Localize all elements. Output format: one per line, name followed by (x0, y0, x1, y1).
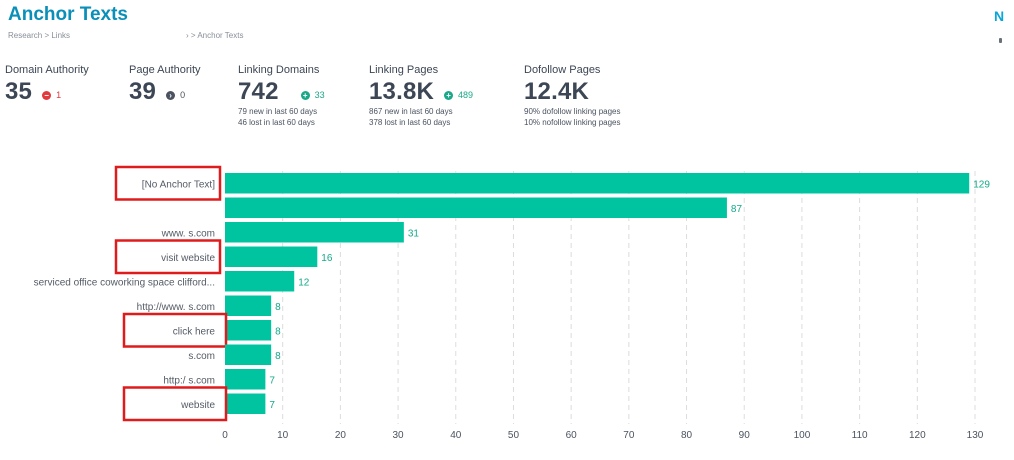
category-label: click here (173, 326, 216, 337)
breadcrumb[interactable]: Research > Links (8, 31, 71, 40)
bar (225, 344, 272, 365)
bar (225, 393, 266, 414)
x-tick-label: 130 (967, 430, 984, 441)
highlight-box (122, 312, 228, 348)
metric-value: 742 (238, 78, 279, 105)
x-tick-label: 0 (222, 430, 228, 441)
page-title: Anchor Texts (8, 4, 129, 25)
bar (225, 173, 970, 194)
category-label: www. s.com (161, 228, 215, 239)
bar (225, 246, 318, 267)
x-tick-label: 100 (794, 430, 811, 441)
data-label: 8 (275, 351, 281, 362)
bar (225, 320, 272, 341)
data-label: 7 (269, 375, 275, 386)
data-label: 129 (973, 179, 990, 190)
plus-circle-icon: + (300, 90, 310, 100)
metric-label: Page Authority (129, 64, 201, 76)
metric-note: 46 lost in last 60 days (238, 118, 315, 127)
metric-value: 35 (5, 78, 33, 105)
metric-note: 90% dofollow linking pages (524, 107, 621, 116)
x-tick-label: 40 (450, 430, 462, 441)
corner-logo-letter: N (994, 8, 1005, 24)
bar (225, 222, 404, 243)
metric-value: 12.4K (524, 78, 590, 105)
bar (225, 271, 295, 292)
metric-delta: − 1 (42, 90, 61, 100)
metric-label: Linking Pages (369, 64, 439, 76)
metric-label: Domain Authority (5, 64, 89, 76)
metric-domain-authority: Domain Authority 35 − 1 (5, 64, 89, 106)
x-tick-label: 10 (277, 430, 289, 441)
metric-label: Dofollow Pages (524, 64, 601, 76)
metric-note: 10% nofollow linking pages (524, 118, 621, 127)
arrow-right-circle-icon: › (166, 90, 176, 100)
data-label: 87 (731, 204, 743, 215)
x-tick-label: 50 (508, 430, 520, 441)
metric-value: 39 (129, 78, 157, 105)
category-label: serviced office coworking space clifford… (34, 277, 215, 288)
data-label: 16 (321, 253, 333, 264)
data-label: 8 (275, 302, 281, 313)
breadcrumb-current: › > Anchor Texts (186, 31, 244, 40)
metric-delta: › 0 (166, 90, 185, 100)
metric-note: 378 lost in last 60 days (369, 118, 451, 127)
category-label: visit website (161, 253, 215, 264)
metric-delta-value: 0 (180, 90, 186, 100)
data-label: 7 (269, 400, 275, 411)
metric-delta-value: 489 (458, 90, 474, 100)
category-label: http:/ s.com (163, 375, 215, 386)
x-tick-label: 120 (909, 430, 926, 441)
metric-delta: + 33 (300, 90, 325, 100)
metric-linking-domains: Linking Domains 742 + 33 79 new in last … (238, 64, 325, 128)
metric-delta: + 489 (444, 90, 473, 100)
data-label: 12 (298, 277, 310, 288)
category-label: s.com (188, 351, 215, 362)
bar (225, 295, 272, 316)
highlight-box (114, 239, 222, 275)
corner-mark (999, 38, 1002, 43)
category-label: [No Anchor Text] (142, 179, 215, 190)
metric-delta-value: 33 (314, 90, 325, 100)
metric-label: Linking Domains (238, 64, 320, 76)
highlight-box (122, 386, 228, 422)
metric-note: 867 new in last 60 days (369, 107, 453, 116)
x-tick-label: 90 (739, 430, 751, 441)
data-label: 8 (275, 326, 281, 337)
metric-page-authority: Page Authority 39 › 0 (129, 64, 201, 106)
data-label: 31 (408, 228, 420, 239)
metric-dofollow-pages: Dofollow Pages 12.4K 90% dofollow linkin… (524, 64, 621, 128)
category-label: http://www. s.com (137, 302, 215, 313)
metric-linking-pages: Linking Pages 13.8K + 489 867 new in las… (369, 64, 473, 128)
x-tick-label: 60 (566, 430, 578, 441)
x-tick-label: 30 (393, 430, 405, 441)
bar (225, 197, 727, 218)
x-tick-label: 20 (335, 430, 347, 441)
x-tick-label: 110 (852, 430, 868, 441)
x-tick-label: 80 (681, 430, 693, 441)
x-tick-label: 70 (623, 430, 635, 441)
bar (225, 369, 266, 390)
plus-circle-icon: + (444, 90, 454, 100)
highlight-box (114, 165, 222, 201)
category-label: website (180, 400, 215, 411)
metric-note: 79 new in last 60 days (238, 107, 318, 116)
metric-value: 13.8K (369, 78, 435, 105)
metric-delta-value: 1 (56, 90, 62, 100)
minus-circle-icon: − (42, 90, 52, 100)
